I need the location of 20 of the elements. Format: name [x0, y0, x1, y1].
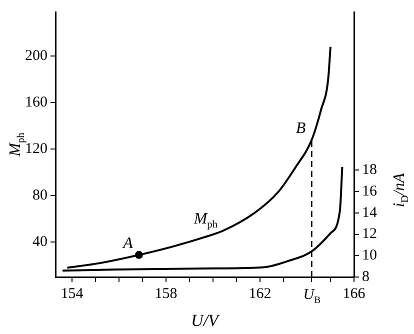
y-tick-label: 40 [32, 234, 48, 250]
x-tick-label: 154 [60, 286, 84, 302]
y2-tick-label: 12 [362, 226, 377, 242]
annotation: A [122, 234, 134, 252]
y2-tick-label: 18 [362, 162, 377, 178]
y2-axis-title: iD/nA [391, 172, 411, 208]
x-tick-label: 158 [154, 286, 178, 302]
x-tick-label: 162 [248, 286, 272, 302]
y2-tick-label: 10 [362, 248, 377, 264]
y-tick-label: 80 [32, 188, 48, 204]
y-tick-label: 120 [25, 141, 48, 158]
y2-tick-label: 14 [362, 204, 378, 221]
y2-tick-label: 8 [362, 268, 370, 285]
y2-tick-label: 16 [362, 183, 378, 200]
x-tick-label: 166 [342, 286, 366, 302]
y-axis-title: Mph [7, 132, 27, 158]
y-tick-label: 200 [25, 48, 48, 64]
y-tick-label: 160 [25, 94, 48, 111]
x-axis-title: U/V [191, 311, 222, 330]
annotation: B [296, 120, 306, 137]
